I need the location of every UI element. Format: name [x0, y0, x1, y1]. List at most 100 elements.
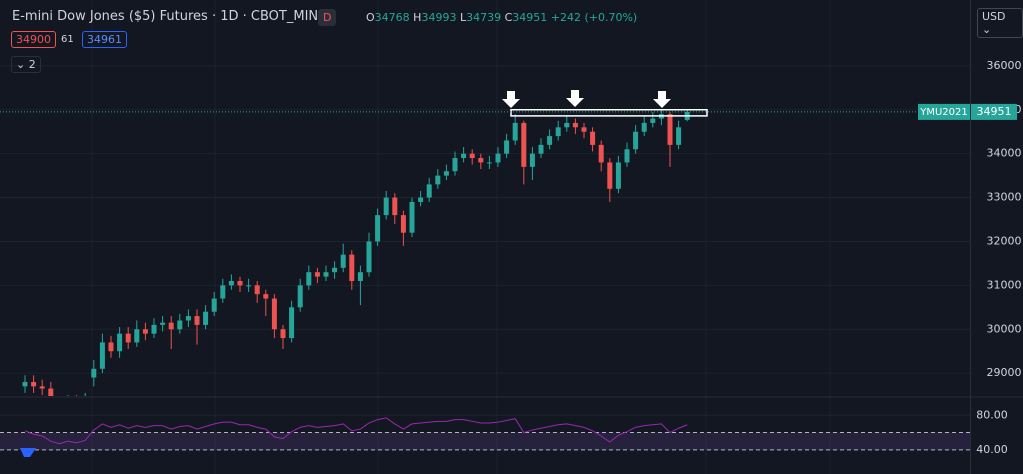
candle-body [203, 311, 209, 325]
y-tick-label: 29000 [987, 366, 1022, 379]
candle-body [650, 118, 656, 123]
candle-body [194, 316, 200, 325]
high-value: 34993 [421, 11, 457, 24]
currency-label: USD [982, 10, 1006, 23]
candle-body [185, 316, 191, 321]
interval: 1D [220, 9, 239, 24]
candle-body [254, 285, 260, 295]
candle-body [529, 153, 535, 167]
arrow [502, 91, 520, 108]
candle-body [547, 136, 553, 145]
candle-body [323, 272, 329, 277]
candle-body [142, 329, 148, 334]
candle-body [676, 127, 682, 145]
rsi-tick-label: 40.00 [976, 443, 1008, 456]
y-tick-label: 30000 [987, 322, 1022, 335]
vertical-grid [91, 0, 831, 474]
candle-body [177, 320, 183, 330]
candle-body [633, 131, 639, 150]
arrows [502, 90, 671, 108]
candle-body [400, 215, 406, 233]
resistance-zone [510, 109, 708, 117]
bid[interactable]: 34900 [11, 31, 56, 48]
arrow [566, 90, 584, 107]
candle-body [538, 144, 544, 154]
candle-body [572, 122, 578, 128]
low-value: 34739 [466, 11, 502, 24]
candle-body [564, 122, 570, 128]
candle-body [228, 280, 234, 286]
y-tick-label: 31000 [987, 278, 1022, 291]
candle-body [521, 122, 527, 167]
candle-body [48, 388, 54, 396]
candle-body [306, 272, 312, 286]
candle-body [271, 298, 277, 330]
logo [20, 448, 36, 457]
candle-body [117, 333, 123, 352]
rsi-tick-label: 80.00 [976, 408, 1008, 421]
candle-body [66, 402, 71, 409]
candle-body [478, 158, 484, 163]
candle-body [134, 329, 140, 343]
arrow [653, 91, 671, 108]
candle-body [512, 122, 518, 141]
candle-body [237, 280, 243, 286]
y-tick-label: 36000 [987, 59, 1022, 72]
candle-body [426, 184, 432, 198]
contract-label: YMU2021 [919, 107, 968, 118]
candle-body [168, 322, 174, 330]
candle-body [91, 368, 97, 378]
candle-body [31, 381, 37, 387]
price-tag [971, 103, 1017, 120]
y-tick-label: 33000 [987, 191, 1022, 204]
candle-body [615, 162, 621, 189]
y-tick-label: 32000 [987, 234, 1022, 247]
candle-body [667, 114, 673, 145]
candle-body [607, 162, 613, 189]
candle-body [280, 329, 286, 339]
candle-body [289, 307, 295, 339]
candle-body [409, 201, 415, 233]
candle-body [340, 254, 346, 268]
indicator-toggle[interactable]: ⌄ 2 [11, 56, 41, 73]
candle-body [160, 322, 166, 325]
indicator-count: 2 [28, 58, 36, 71]
candle-body [314, 272, 320, 277]
spread: 61 [61, 34, 74, 45]
candle-body [435, 175, 441, 185]
y-tick-label: 34000 [987, 147, 1022, 160]
candle-body [108, 342, 114, 352]
candle-body [211, 298, 217, 312]
candle-body [357, 272, 363, 281]
contract-tag [918, 103, 970, 120]
candle-body [263, 294, 269, 299]
candle-body [392, 197, 398, 216]
candle-body [151, 324, 157, 334]
candle-body [641, 122, 647, 132]
ask[interactable]: 34961 [82, 31, 127, 48]
candle-body [418, 197, 424, 202]
candle-body [349, 254, 355, 281]
candle-body [220, 285, 226, 299]
symbol-title: E-mini Dow Jones ($5) Futures · 1D · CBO… [12, 9, 322, 24]
candle-body [125, 333, 131, 343]
price-tag-label: 34951 [977, 105, 1012, 118]
currency[interactable]: USD ⌄ [977, 8, 1023, 38]
title: E-mini Dow Jones ($5) Futures [12, 9, 208, 24]
change: +242 (+0.70%) [550, 11, 638, 24]
candle-body [39, 386, 45, 389]
candle-body [486, 162, 492, 164]
candle-body [590, 131, 596, 145]
rsi-line [24, 417, 688, 445]
badge[interactable]: D [318, 9, 337, 26]
candle-body [332, 267, 338, 273]
candle-body [22, 381, 28, 387]
candle-body [495, 153, 501, 163]
ohlc-legend: O34768 H34993 L34739 C34951 +242 (+0.70%… [366, 11, 638, 24]
candle-body [383, 197, 389, 216]
candle-body [246, 285, 252, 287]
candle-body [366, 241, 372, 273]
candle-body [469, 153, 475, 159]
candle-body [555, 127, 561, 137]
candle-body [461, 153, 467, 159]
